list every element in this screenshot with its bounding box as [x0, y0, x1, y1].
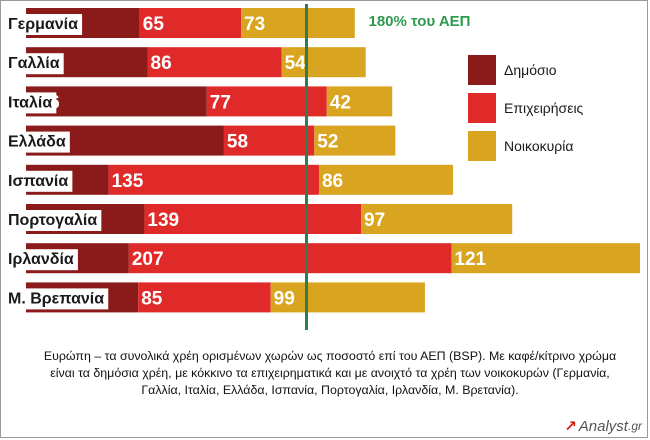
bar-1-7	[138, 282, 271, 313]
logo-arrow-icon: ↗	[564, 418, 577, 435]
value-label-1-6: 207	[132, 249, 164, 270]
value-label-2-7: 99	[274, 288, 295, 309]
bar-1-0	[139, 8, 242, 38]
bar-2-3	[314, 125, 396, 156]
category-label-4: Ισπανία	[8, 173, 68, 190]
value-label-1-0: 65	[143, 14, 165, 35]
chart-caption: Ευρώπη – τα συνολικά χρέη ορισμένων χωρώ…	[43, 349, 617, 397]
category-label-3: Ελλάδα	[8, 134, 66, 151]
value-label-1-1: 86	[151, 53, 172, 74]
category-label-backing	[4, 14, 83, 35]
legend-swatch-2	[468, 131, 496, 161]
bar-2-0	[241, 8, 355, 38]
bar-2-1	[281, 47, 366, 78]
category-label-backing	[4, 288, 109, 310]
value-label-2-0: 73	[244, 14, 265, 35]
bar-1-6	[128, 243, 452, 274]
category-label-backing	[4, 131, 70, 153]
value-label-2-2: 42	[330, 92, 351, 113]
value-label-1-2: 77	[210, 92, 231, 113]
category-label-1: Γαλλία	[8, 55, 60, 72]
category-label-backing	[4, 92, 57, 114]
value-label-1-5: 139	[147, 210, 179, 231]
category-label-6: Ιρλανδία	[8, 251, 74, 268]
value-label-1-7: 85	[141, 288, 163, 309]
stacked-bar-chart: 7365737886541167742127585253135867613997…	[4, 4, 640, 330]
legend-swatch-0	[468, 55, 496, 85]
bar-2-5	[361, 204, 513, 234]
legend-label-2: Νοικοκυρία	[504, 138, 573, 154]
value-label-1-3: 58	[227, 132, 248, 153]
value-label-2-4: 86	[322, 171, 343, 192]
analyst-logo: ↗ Analyst .gr	[564, 417, 642, 436]
value-label-2-6: 121	[454, 249, 486, 270]
category-label-5: Πορτογαλία	[8, 212, 97, 229]
value-label-1-4: 135	[112, 171, 144, 192]
legend: Δημόσιο Επιχειρήσεις Νοικοκυρία	[468, 55, 584, 161]
bar-1-4	[108, 164, 319, 195]
logo-name: Analyst	[578, 417, 628, 435]
bar-1-1	[147, 47, 282, 78]
bar-2-7	[270, 282, 425, 313]
category-label-backing	[4, 210, 102, 231]
legend-label-0: Δημόσιο	[504, 62, 557, 78]
category-label-0: Γερμανία	[8, 16, 78, 33]
bar-2-2	[326, 86, 393, 117]
legend-label-1: Επιχειρήσεις	[504, 100, 584, 116]
bars-layer: 7365737886541167742127585253135867613997…	[26, 8, 640, 313]
category-label-backing	[4, 170, 73, 192]
reference-line-label: 180% του ΑΕΠ	[369, 13, 471, 30]
legend-swatch-1	[468, 93, 496, 123]
bar-1-5	[144, 204, 362, 234]
category-label-backing	[4, 249, 78, 271]
reference-line-group: 180% του ΑΕΠ	[305, 4, 471, 330]
category-label-7: Μ. Βρεπανία	[8, 290, 104, 307]
value-label-2-5: 97	[364, 210, 385, 231]
value-label-2-3: 52	[317, 132, 338, 153]
bar-2-4	[318, 164, 453, 195]
category-labels: Γερμανία Γαλλία Ιταλία Ελλάδα Ισπανία Πορτογα…	[4, 14, 109, 310]
bar-1-3	[223, 125, 315, 156]
bar-2-6	[451, 243, 640, 274]
category-label-backing	[4, 53, 64, 75]
category-label-2: Ιταλία	[8, 94, 52, 111]
logo-domain: .gr	[627, 419, 642, 433]
value-label-2-1: 54	[285, 53, 307, 74]
